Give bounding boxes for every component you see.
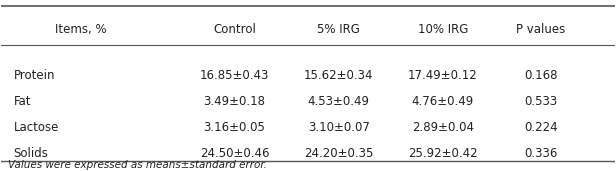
Text: 0.336: 0.336	[524, 147, 557, 160]
Text: 25.92±0.42: 25.92±0.42	[408, 147, 478, 160]
Text: Fat: Fat	[14, 95, 31, 108]
Text: 24.50±0.46: 24.50±0.46	[200, 147, 269, 160]
Text: Lactose: Lactose	[14, 121, 59, 134]
Text: 24.20±0.35: 24.20±0.35	[304, 147, 373, 160]
Text: 17.49±0.12: 17.49±0.12	[408, 69, 478, 82]
Text: 3.49±0.18: 3.49±0.18	[203, 95, 265, 108]
Text: 4.76±0.49: 4.76±0.49	[411, 95, 474, 108]
Text: 16.85±0.43: 16.85±0.43	[200, 69, 269, 82]
Text: Protein: Protein	[14, 69, 55, 82]
Text: 0.224: 0.224	[524, 121, 558, 134]
Text: 0.533: 0.533	[524, 95, 557, 108]
Text: Control: Control	[213, 23, 256, 36]
Text: 3.16±0.05: 3.16±0.05	[203, 121, 265, 134]
Text: 3.10±0.07: 3.10±0.07	[308, 121, 370, 134]
Text: Solids: Solids	[14, 147, 49, 160]
Text: 0.168: 0.168	[524, 69, 557, 82]
Text: 2.89±0.04: 2.89±0.04	[412, 121, 474, 134]
Text: P values: P values	[516, 23, 565, 36]
Text: Items, %: Items, %	[55, 23, 107, 36]
Text: 4.53±0.49: 4.53±0.49	[307, 95, 370, 108]
Text: 15.62±0.34: 15.62±0.34	[304, 69, 373, 82]
Text: Values were expressed as means±standard error.: Values were expressed as means±standard …	[7, 160, 266, 170]
Text: 5% IRG: 5% IRG	[317, 23, 360, 36]
Text: 10% IRG: 10% IRG	[418, 23, 468, 36]
